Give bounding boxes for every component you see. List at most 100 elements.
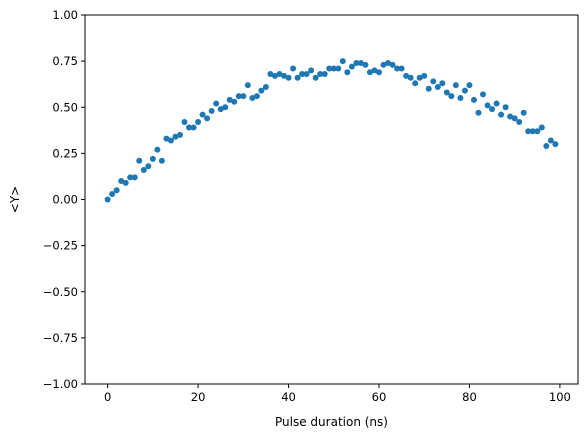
data-point (425, 85, 432, 92)
data-point (303, 71, 310, 78)
data-point (217, 106, 224, 113)
data-point (552, 141, 559, 148)
y-tick-label: −0.50 (43, 285, 78, 299)
x-tick-label: 20 (191, 390, 206, 404)
data-point (470, 96, 477, 103)
data-point (421, 72, 428, 79)
data-point (357, 59, 364, 66)
plot-frame (84, 14, 579, 385)
data-point (403, 72, 410, 79)
data-point (222, 104, 229, 111)
y-tick-label: −0.25 (43, 239, 78, 253)
y-tick-label: 0.00 (52, 193, 78, 207)
data-point (240, 93, 247, 100)
x-tick-label: 100 (549, 390, 571, 404)
y-tick-label: 0.50 (52, 100, 78, 114)
data-point (543, 142, 550, 149)
data-point (226, 96, 233, 103)
y-tick-label: 0.25 (52, 146, 78, 160)
data-point (140, 166, 147, 173)
data-point (534, 128, 541, 135)
data-point (204, 115, 211, 122)
data-point (538, 124, 545, 131)
data-point (412, 80, 419, 87)
data-point (167, 137, 174, 144)
data-point (475, 109, 482, 116)
data-point (344, 69, 351, 76)
data-point (317, 71, 324, 78)
data-point (529, 128, 536, 135)
data-point (348, 63, 355, 70)
data-point (493, 100, 500, 107)
data-point (416, 74, 423, 81)
data-point (235, 93, 242, 100)
data-point (262, 83, 269, 90)
data-point (285, 74, 292, 81)
data-point (457, 95, 464, 102)
data-point (244, 82, 251, 89)
y-tick-label: −0.75 (43, 331, 78, 345)
data-point (326, 65, 333, 72)
data-point (461, 87, 468, 94)
data-point (109, 190, 116, 197)
data-point (371, 67, 378, 74)
data-point (525, 128, 532, 135)
data-point (195, 119, 202, 126)
data-point (516, 119, 523, 126)
data-point (511, 115, 518, 122)
data-point (149, 155, 156, 162)
data-point (439, 80, 446, 87)
data-point (271, 72, 278, 79)
data-point (434, 83, 441, 90)
data-point (136, 157, 143, 164)
x-tick-label: 40 (281, 390, 296, 404)
data-point (452, 82, 459, 89)
y-tick-label: 1.00 (52, 8, 78, 22)
data-point (122, 179, 129, 186)
data-point (276, 71, 283, 78)
data-point (154, 146, 161, 153)
data-point (118, 178, 125, 185)
data-point (253, 93, 260, 100)
data-point (113, 187, 120, 194)
data-point (131, 174, 138, 181)
data-point (547, 137, 554, 144)
data-point (362, 61, 369, 68)
data-point (335, 65, 342, 72)
data-point (290, 65, 297, 72)
data-point (385, 59, 392, 66)
data-point (299, 71, 306, 78)
data-point (339, 58, 346, 65)
data-point (321, 71, 328, 78)
axis-ticks: 0 20 40 60 80 100 −1.00 −0.75 −0.50 −0.25 0.00 0.25… (43, 8, 571, 404)
data-point (480, 91, 487, 98)
data-point (181, 119, 188, 126)
data-point (308, 67, 315, 74)
data-point (158, 157, 165, 164)
data-points (104, 58, 559, 203)
y-axis-label: <Y> (8, 186, 22, 213)
data-point (281, 72, 288, 79)
data-point (330, 65, 337, 72)
data-point (466, 82, 473, 89)
data-point (375, 69, 382, 76)
data-point (489, 106, 496, 113)
x-axis-label: Pulse duration (ns) (275, 415, 388, 429)
data-point (312, 74, 319, 81)
data-point (208, 107, 215, 114)
data-point (443, 89, 450, 96)
data-point (176, 131, 183, 138)
data-point (366, 69, 373, 76)
data-point (104, 196, 111, 203)
data-point (199, 111, 206, 118)
data-point (190, 124, 197, 131)
data-point (394, 65, 401, 72)
data-point (498, 111, 505, 118)
data-point (389, 61, 396, 68)
data-point (145, 163, 152, 170)
data-point (484, 102, 491, 109)
y-tick-label: −1.00 (43, 377, 78, 391)
data-point (353, 59, 360, 66)
x-tick-label: 0 (104, 390, 111, 404)
